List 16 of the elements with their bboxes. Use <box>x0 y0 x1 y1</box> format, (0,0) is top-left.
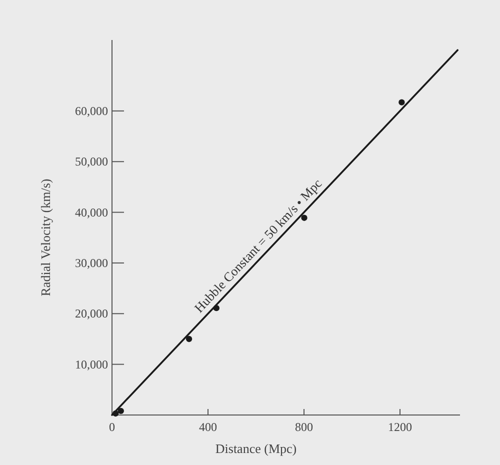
x-tick-label: 0 <box>109 420 115 434</box>
point <box>118 408 124 414</box>
y-tick-label: 40,000 <box>75 205 108 220</box>
point <box>301 214 308 221</box>
point <box>398 99 405 106</box>
x-axis-title: Distance (Mpc) <box>215 441 297 456</box>
y-tick-label: 60,000 <box>75 104 108 118</box>
point <box>186 336 192 342</box>
y-axis-title: Radial Velocity (km/s) <box>38 178 53 296</box>
x-tick-label: 400 <box>199 420 217 434</box>
x-tick-label: 1200 <box>388 420 412 434</box>
x-tick-label: 800 <box>295 420 313 434</box>
y-tick-label: 30,000 <box>75 256 108 270</box>
y-tick-label: 10,000 <box>75 357 108 372</box>
y-tick-label: 20,000 <box>75 306 108 321</box>
y-tick-label: 50,000 <box>75 154 108 169</box>
